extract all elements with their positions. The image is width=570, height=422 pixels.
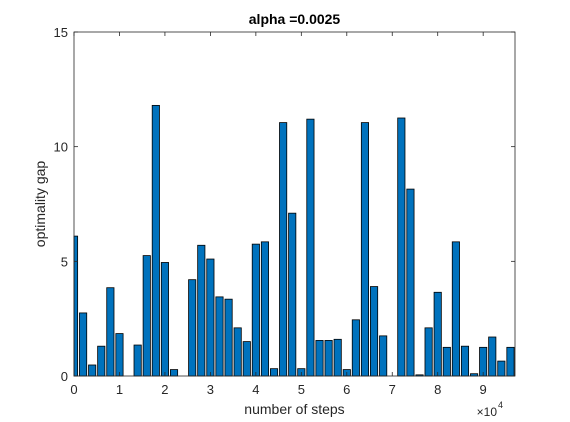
x-tick-label: 0 xyxy=(70,382,77,397)
x-axis-label: number of steps xyxy=(244,401,344,417)
bar xyxy=(269,368,279,377)
bar xyxy=(160,262,169,377)
y-tick-label: 10 xyxy=(54,140,68,155)
bar xyxy=(360,122,369,377)
bar xyxy=(351,319,360,377)
bar xyxy=(333,338,342,377)
bar xyxy=(497,360,506,377)
chart-title: alpha =0.0025 xyxy=(249,11,341,27)
x-tick-label: 2 xyxy=(161,382,168,397)
bar xyxy=(215,296,224,377)
bar xyxy=(88,364,97,377)
x-tick-label: 5 xyxy=(298,382,305,397)
bar xyxy=(379,335,388,377)
x-tick-label: 6 xyxy=(343,382,350,397)
axes-box xyxy=(73,31,516,377)
bar xyxy=(233,327,242,377)
bar xyxy=(206,258,215,377)
bar xyxy=(288,212,297,377)
bar xyxy=(169,369,179,377)
x-tick-label: 3 xyxy=(207,382,214,397)
bar xyxy=(279,122,288,377)
bar xyxy=(506,346,515,377)
bar xyxy=(97,345,106,377)
bar xyxy=(424,327,433,377)
x-tick-label: 4 xyxy=(252,382,259,397)
bar xyxy=(142,255,151,377)
bar xyxy=(306,118,315,377)
x-tick-label: 8 xyxy=(434,382,441,397)
x-tick-label: 1 xyxy=(116,382,123,397)
bar xyxy=(370,286,379,377)
y-tick-label: 5 xyxy=(61,254,68,269)
bar xyxy=(488,336,497,377)
bar xyxy=(324,340,333,377)
bar xyxy=(151,104,160,377)
y-ticks-group: 0 5 10 15 xyxy=(54,25,515,384)
bar xyxy=(242,341,251,377)
y-tick-label: 0 xyxy=(61,369,68,384)
bar xyxy=(224,298,233,377)
bar xyxy=(197,244,206,377)
bar xyxy=(479,346,488,377)
bar xyxy=(79,312,88,377)
bar xyxy=(315,340,324,377)
bar xyxy=(442,346,451,377)
y-axis-label: optimality gap xyxy=(32,161,48,248)
x-multiplier-exponent: 4 xyxy=(498,400,503,410)
x-tick-label: 7 xyxy=(389,382,396,397)
bar xyxy=(251,243,260,377)
y-tick-label: 15 xyxy=(54,25,68,40)
bar xyxy=(115,333,124,377)
bar xyxy=(73,235,79,377)
bar xyxy=(433,291,442,377)
bar xyxy=(133,344,142,377)
bar xyxy=(451,241,460,377)
bars-group xyxy=(73,104,515,377)
bar xyxy=(460,345,470,377)
bar xyxy=(397,117,406,377)
bar xyxy=(406,188,415,377)
bar xyxy=(260,241,269,377)
x-tick-label: 9 xyxy=(480,382,487,397)
bar xyxy=(188,279,197,377)
x-ticks-group: 0 1 2 3 4 5 6 7 8 9 xyxy=(70,32,487,397)
bar xyxy=(106,287,115,377)
x-multiplier-label: ×10 xyxy=(477,405,498,419)
